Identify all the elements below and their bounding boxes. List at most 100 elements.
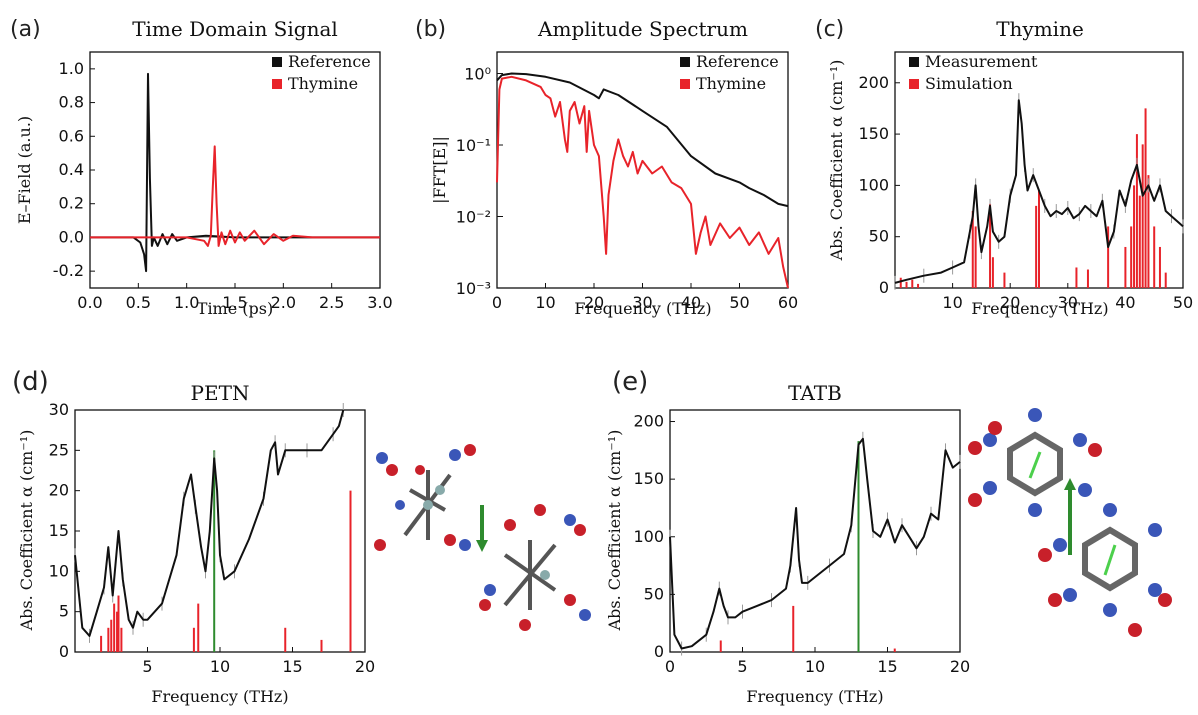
legend-swatch — [909, 79, 919, 89]
y-tick-label: 25 — [49, 440, 69, 459]
y-tick-label: 5 — [59, 602, 69, 621]
y-tick-label: 10⁻² — [456, 208, 491, 227]
series-line-thymine — [90, 145, 380, 247]
panel-a-plot: 0.0 0.5 1.0 1.5 2.0 2.5 3.0 -0.2 0.0 0.2 0.4 0.6 0.8… — [53, 51, 393, 312]
legend-swatch — [272, 57, 282, 67]
panel-c-title: Thymine — [996, 17, 1084, 41]
x-tick-label: 0 — [665, 657, 675, 676]
panel-e-title: TATB — [788, 381, 842, 405]
petn-molecule-lower-icon — [479, 504, 591, 631]
x-tick-label: 5 — [142, 657, 152, 676]
panel-b: (b) Amplitude Spectrum Frequency (THz) |… — [415, 17, 798, 318]
panel-c: (c) Thymine Frequency (THz) Abs. Coeffic… — [815, 17, 1193, 318]
y-tick-label: 200 — [633, 412, 664, 431]
x-tick-label: 20 — [584, 293, 604, 312]
x-tick-label: 0 — [492, 293, 502, 312]
x-tick-label: 30 — [632, 293, 652, 312]
legend-label: Simulation — [925, 74, 1013, 93]
panel-d: (d) PETN Frequency (THz) Abs. Coefficien… — [12, 367, 375, 706]
panel-c-letter: (c) — [815, 17, 844, 42]
series-line-reference — [496, 72, 789, 208]
legend-label: Measurement — [925, 52, 1038, 71]
legend-swatch — [680, 57, 690, 67]
y-tick-label: 1.0 — [59, 59, 84, 78]
panel-b-plot: 0 10 20 30 40 50 60 10⁻³ 10⁻² 10⁻¹ 10⁰ Reference Thy… — [456, 51, 798, 312]
panel-e: (e) TATB Frequency (THz) Abs. Coefficien… — [605, 367, 970, 706]
x-tick-label: 0.0 — [77, 293, 102, 312]
x-tick-label: 15 — [877, 657, 897, 676]
panel-d-ylabel: Abs. Coefficient α (cm⁻¹) — [17, 430, 36, 632]
tatb-motion-arrow-icon — [1064, 478, 1076, 555]
x-tick-label: 20 — [355, 657, 375, 676]
x-tick-label: 40 — [681, 293, 701, 312]
panel-d-title: PETN — [191, 381, 250, 405]
y-tick-label: 0 — [879, 278, 889, 297]
legend-label: Reference — [288, 52, 371, 71]
legend-label: Thymine — [288, 74, 358, 93]
panel-a-ylabel: E–Field (a.u.) — [15, 116, 34, 224]
legend-label: Thymine — [696, 74, 766, 93]
y-tick-label: 0.0 — [59, 227, 84, 246]
x-tick-label: 10 — [535, 293, 555, 312]
y-tick-label: 10⁰ — [464, 65, 491, 84]
y-tick-label: 150 — [858, 124, 889, 143]
panel-e-xlabel: Frequency (THz) — [746, 687, 883, 706]
y-tick-label: -0.2 — [53, 261, 84, 280]
tatb-molecule-upper-icon — [968, 408, 1102, 517]
y-tick-label: 10 — [49, 561, 69, 580]
y-tick-label: 100 — [633, 527, 664, 546]
x-tick-label: 2.0 — [271, 293, 296, 312]
y-tick-label: 0.2 — [59, 194, 84, 213]
y-tick-label: 15 — [49, 521, 69, 540]
y-tick-label: 0.4 — [59, 160, 84, 179]
x-tick-label: 60 — [778, 293, 798, 312]
x-tick-label: 1.5 — [222, 293, 247, 312]
y-tick-label: 30 — [49, 400, 69, 419]
series-line-thymine — [496, 75, 789, 289]
legend-swatch — [909, 57, 919, 67]
y-tick-label: 50 — [869, 227, 889, 246]
x-tick-label: 10 — [805, 657, 825, 676]
x-tick-label: 30 — [1058, 293, 1078, 312]
legend-label: Reference — [696, 52, 779, 71]
x-tick-label: 10 — [942, 293, 962, 312]
x-tick-label: 3.0 — [367, 293, 392, 312]
legend-swatch — [680, 79, 690, 89]
tatb-molecule-lower-icon — [1038, 503, 1172, 637]
y-tick-label: 50 — [644, 584, 664, 603]
legend-swatch — [272, 79, 282, 89]
panel-b-xlabel: Frequency (THz) — [574, 299, 711, 318]
panel-d-xlabel: Frequency (THz) — [151, 687, 288, 706]
panel-c-ylabel: Abs. Coefficient α (cm⁻¹) — [827, 60, 846, 262]
series-line-measurement — [894, 99, 1184, 284]
panel-a-title: Time Domain Signal — [132, 17, 338, 41]
plot-frame-e — [669, 409, 961, 653]
x-tick-label: 15 — [282, 657, 302, 676]
panel-d-letter: (d) — [12, 367, 49, 397]
series-line-measurement — [74, 409, 345, 637]
panel-a-letter: (a) — [10, 17, 41, 42]
panel-e-ylabel: Abs. Coefficient α (cm⁻¹) — [605, 430, 624, 632]
y-tick-label: 150 — [633, 469, 664, 488]
x-tick-label: 50 — [729, 293, 749, 312]
x-tick-label: 5 — [737, 657, 747, 676]
series-line-reference — [90, 72, 380, 273]
y-tick-label: 0.8 — [59, 93, 84, 112]
x-tick-label: 40 — [1115, 293, 1135, 312]
y-tick-label: 10⁻¹ — [456, 136, 491, 155]
y-tick-label: 100 — [858, 175, 889, 194]
petn-motion-arrow-icon — [476, 505, 488, 552]
x-tick-label: 10 — [210, 657, 230, 676]
panel-a-xlabel: Time (ps) — [197, 299, 273, 318]
panel-e-letter: (e) — [612, 367, 648, 397]
x-tick-label: 50 — [1173, 293, 1193, 312]
panel-c-plot: 10 20 30 40 50 0 50 100 150 200 Measurement Simulat… — [858, 51, 1193, 312]
y-tick-label: 0 — [654, 642, 664, 661]
y-tick-label: 20 — [49, 481, 69, 500]
y-tick-label: 0 — [59, 642, 69, 661]
petn-molecule-upper-icon — [374, 444, 476, 551]
x-tick-label: 0.5 — [126, 293, 151, 312]
x-tick-label: 20 — [950, 657, 970, 676]
